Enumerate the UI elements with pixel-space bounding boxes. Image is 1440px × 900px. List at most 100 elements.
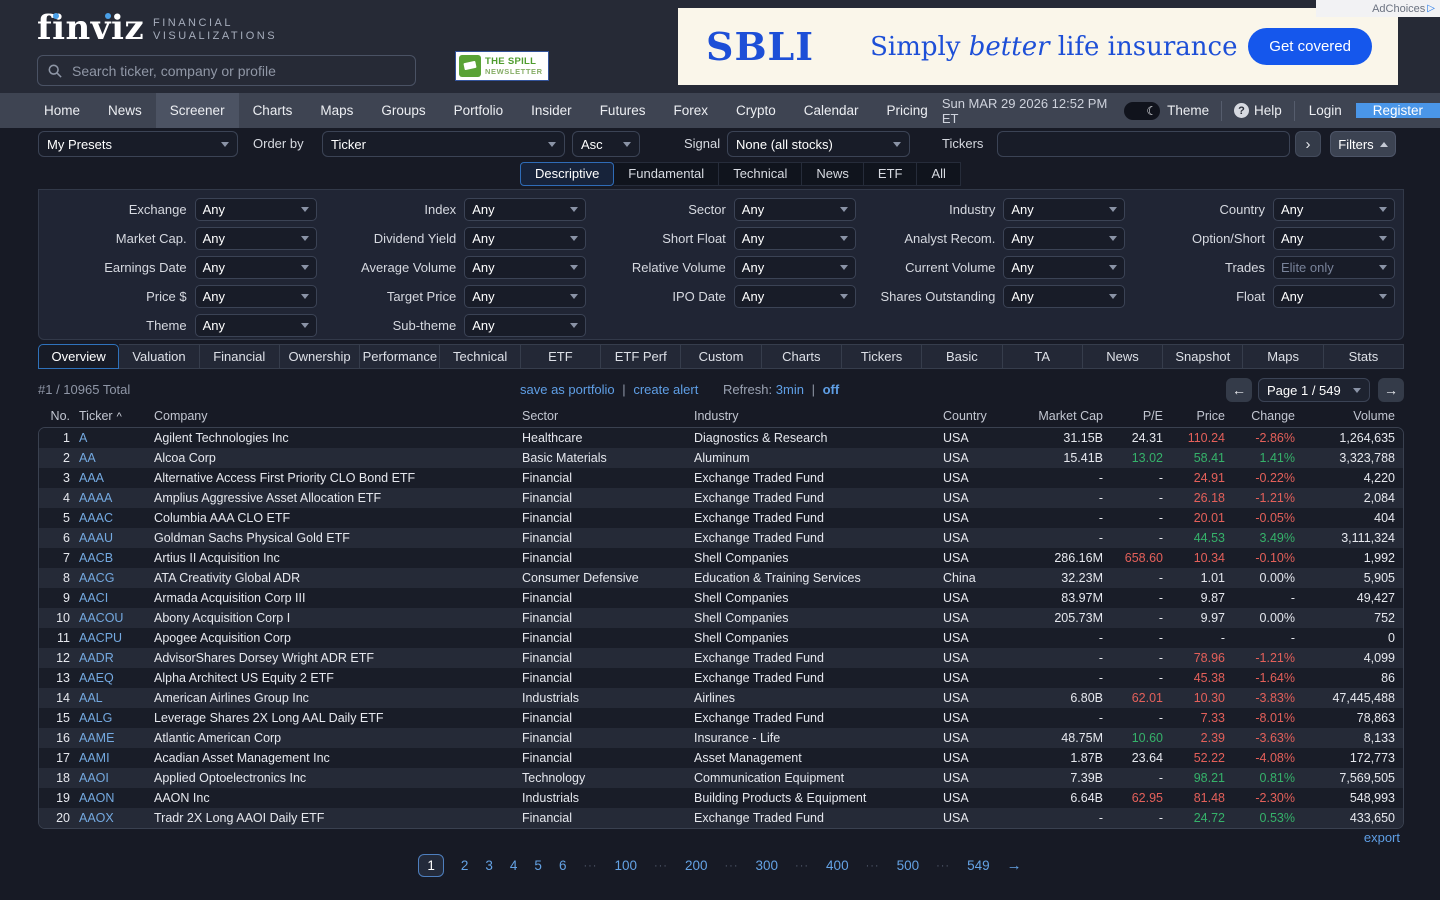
table-row[interactable]: 6 AAAU Goldman Sachs Physical Gold ETF F…: [39, 528, 1403, 548]
nav-item[interactable]: News: [108, 103, 142, 118]
filter-select[interactable]: Any: [464, 227, 587, 250]
table-row[interactable]: 10 AACOU Abony Acquisition Corp I Financ…: [39, 608, 1403, 628]
page-number[interactable]: ···: [583, 859, 598, 872]
ticker-link[interactable]: AAAU: [79, 531, 114, 545]
page-number[interactable]: ···: [724, 859, 739, 872]
view-tab[interactable]: Valuation: [119, 344, 200, 369]
presets-select[interactable]: My Presets: [38, 131, 238, 157]
nav-item[interactable]: Groups: [381, 103, 426, 118]
ticker-link[interactable]: AAMI: [79, 751, 110, 765]
nav-item[interactable]: Futures: [599, 103, 646, 118]
ticker-link[interactable]: AAME: [79, 731, 115, 745]
page-number[interactable]: 100: [614, 858, 637, 873]
refresh-interval-link[interactable]: 3min: [775, 382, 804, 397]
page-number[interactable]: 1: [418, 854, 444, 877]
page-number[interactable]: 4: [509, 858, 518, 873]
view-tab[interactable]: Custom: [681, 344, 762, 369]
page-number[interactable]: 500: [896, 858, 920, 873]
view-tab[interactable]: Maps: [1243, 344, 1324, 369]
nav-item[interactable]: Maps: [320, 103, 354, 118]
tickers-go-button[interactable]: ›: [1295, 131, 1321, 157]
ad-cta-button[interactable]: Get covered: [1248, 28, 1372, 65]
nav-item[interactable]: Crypto: [735, 103, 776, 118]
filter-select[interactable]: Any: [733, 198, 856, 221]
page-number[interactable]: 549: [967, 858, 990, 873]
view-tab[interactable]: Stats: [1323, 344, 1405, 369]
column-header-no[interactable]: No.: [50, 409, 70, 423]
view-tab[interactable]: TA: [1002, 344, 1083, 369]
nav-item[interactable]: Charts: [252, 103, 293, 118]
ticker-link[interactable]: AACB: [79, 551, 114, 565]
create-alert-link[interactable]: create alert: [633, 382, 699, 397]
filter-select[interactable]: Any: [464, 256, 587, 279]
page-number[interactable]: 400: [826, 858, 849, 873]
column-header-change[interactable]: Change: [1251, 409, 1295, 423]
column-header-ticker[interactable]: Ticker ^: [79, 409, 122, 423]
table-row[interactable]: 13 AAEQ Alpha Architect US Equity 2 ETF …: [39, 668, 1403, 688]
ticker-link[interactable]: AAOI: [79, 771, 109, 785]
filter-select[interactable]: Any: [194, 198, 317, 221]
search-input[interactable]: [70, 61, 405, 80]
page-number[interactable]: ···: [936, 859, 951, 872]
finviz-logo[interactable]: finviz FINANCIAL VISUALIZATIONS: [37, 8, 297, 50]
ticker-link[interactable]: AALG: [79, 711, 113, 725]
filter-category-tab[interactable]: News: [802, 162, 864, 186]
prev-page-button[interactable]: ←: [1226, 378, 1252, 402]
ticker-link[interactable]: AA: [79, 451, 96, 465]
column-header-market-cap[interactable]: Market Cap: [1038, 409, 1103, 423]
table-row[interactable]: 14 AAL American Airlines Group Inc Indus…: [39, 688, 1403, 708]
table-row[interactable]: 18 AAOI Applied Optoelectronics Inc Tech…: [39, 768, 1403, 788]
page-number[interactable]: ···: [653, 859, 668, 872]
ticker-link[interactable]: AAL: [79, 691, 103, 705]
column-header-company[interactable]: Company: [154, 409, 208, 423]
table-row[interactable]: 4 AAAA Amplius Aggressive Asset Allocati…: [39, 488, 1403, 508]
view-tab[interactable]: Snapshot: [1163, 344, 1244, 369]
filter-select[interactable]: Any: [194, 227, 317, 250]
filter-select[interactable]: Any: [1003, 256, 1126, 279]
ticker-link[interactable]: AAAC: [79, 511, 114, 525]
table-row[interactable]: 20 AAOX Tradr 2X Long AAOI Daily ETF Fin…: [39, 808, 1403, 828]
filter-select[interactable]: Any: [464, 285, 587, 308]
page-number[interactable]: ···: [795, 859, 810, 872]
filter-category-tab[interactable]: Fundamental: [614, 162, 720, 186]
ticker-link[interactable]: A: [79, 431, 88, 445]
order-by-select[interactable]: Ticker: [322, 131, 565, 157]
theme-toggle[interactable]: ☾: [1123, 101, 1161, 120]
ticker-link[interactable]: AACI: [79, 591, 109, 605]
ticker-link[interactable]: AAOX: [79, 811, 114, 825]
refresh-off-link[interactable]: off: [822, 382, 840, 397]
filter-select[interactable]: Any: [1273, 285, 1395, 308]
view-tab[interactable]: ETF: [520, 344, 602, 369]
nav-item[interactable]: Screener: [155, 93, 239, 128]
login-link[interactable]: Login: [1308, 103, 1342, 118]
view-tab[interactable]: Tickers: [841, 344, 923, 369]
table-row[interactable]: 12 AADR AdvisorShares Dorsey Wright ADR …: [39, 648, 1403, 668]
filter-select[interactable]: Any: [464, 198, 587, 221]
table-row[interactable]: 19 AAON AAON Inc Industrials Building Pr…: [39, 788, 1403, 808]
filter-select[interactable]: Any: [733, 285, 856, 308]
page-number[interactable]: ···: [865, 859, 880, 872]
filter-select[interactable]: Any: [464, 314, 587, 337]
table-row[interactable]: 11 AACPU Apogee Acquisition Corp Financi…: [39, 628, 1403, 648]
table-row[interactable]: 9 AACI Armada Acquisition Corp III Finan…: [39, 588, 1403, 608]
ticker-link[interactable]: AAA: [79, 471, 105, 485]
ticker-link[interactable]: AAON: [79, 791, 115, 805]
filter-category-tab[interactable]: Descriptive: [520, 162, 615, 186]
nav-item[interactable]: Forex: [673, 103, 708, 118]
nav-item[interactable]: Portfolio: [453, 103, 504, 118]
view-tab[interactable]: Basic: [922, 344, 1003, 369]
page-select[interactable]: Page 1 / 549: [1258, 378, 1370, 402]
filter-select[interactable]: Any: [1003, 285, 1126, 308]
table-row[interactable]: 3 AAA Alternative Access First Priority …: [39, 468, 1403, 488]
filter-select[interactable]: Any: [194, 285, 317, 308]
column-header-sector[interactable]: Sector: [522, 409, 559, 423]
filter-select[interactable]: Any: [1003, 198, 1126, 221]
filter-select[interactable]: Any: [194, 314, 317, 337]
adchoices-link[interactable]: AdChoices ▷: [1316, 0, 1440, 17]
order-direction-select[interactable]: Asc: [572, 131, 640, 157]
view-tab[interactable]: Financial: [199, 344, 280, 369]
filter-select[interactable]: Any: [1273, 198, 1395, 221]
view-tab[interactable]: Charts: [761, 344, 842, 369]
page-number[interactable]: 3: [485, 858, 493, 873]
table-row[interactable]: 15 AALG Leverage Shares 2X Long AAL Dail…: [39, 708, 1403, 728]
